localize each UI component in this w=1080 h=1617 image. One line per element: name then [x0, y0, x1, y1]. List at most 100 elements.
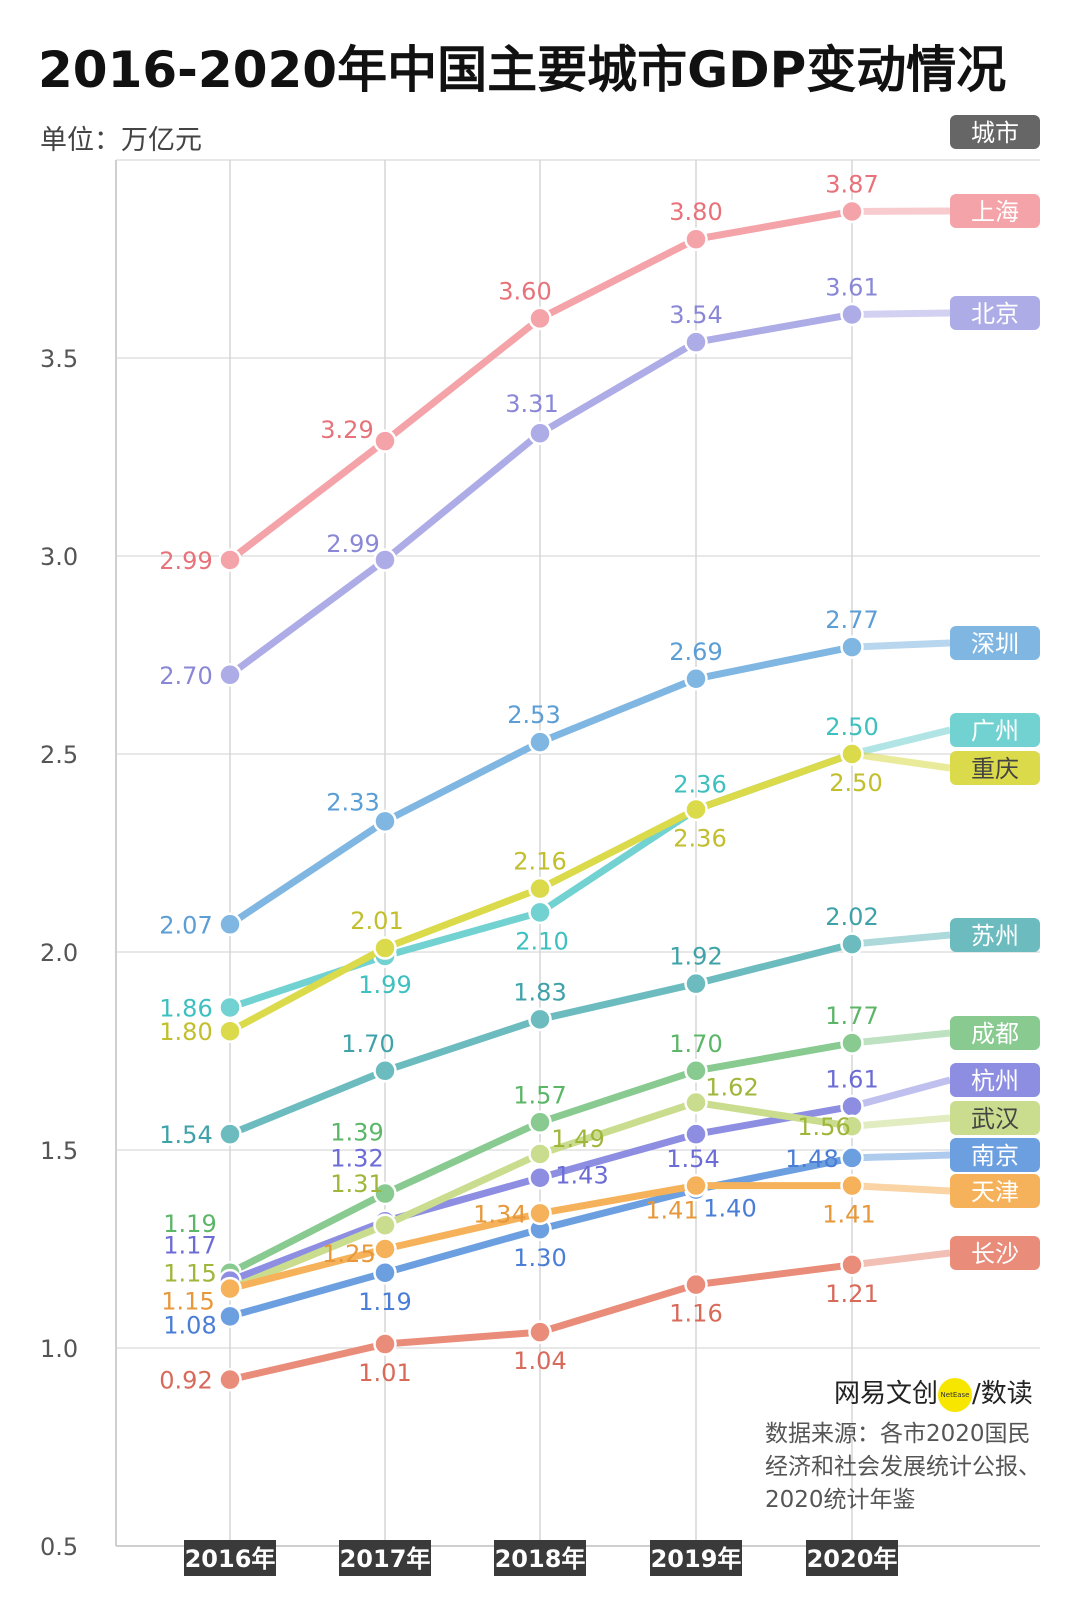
x-tick-box	[184, 1540, 276, 1576]
data-point	[840, 1114, 864, 1138]
x-tick-box	[339, 1540, 431, 1576]
data-label: 2.77	[825, 606, 878, 634]
data-point	[684, 227, 708, 251]
y-tick-label: 1.0	[40, 1335, 78, 1363]
series-北京: 2.70 2.99 3.31 3.54 3.61 北京	[159, 273, 1040, 690]
data-label: 1.19	[358, 1288, 411, 1316]
data-point	[373, 809, 397, 834]
y-tick-label: 3.5	[40, 345, 78, 373]
source-line: 2020统计年鉴	[765, 1487, 916, 1513]
legend-tag	[950, 1174, 1040, 1208]
legend-tag-label: 成都	[971, 1020, 1019, 1048]
legend-connector	[851, 1182, 951, 1195]
unit-label: 单位：万亿元	[40, 125, 202, 156]
y-tick-label: 2.0	[40, 939, 78, 967]
legend-tag	[950, 1101, 1040, 1135]
data-label: 1.17	[163, 1232, 216, 1260]
data-label: 2.50	[825, 713, 878, 741]
legend-tag-label: 长沙	[971, 1240, 1019, 1268]
data-label: 2.69	[669, 638, 722, 666]
data-label: 1.70	[669, 1030, 722, 1058]
data-label: 1.54	[159, 1121, 212, 1149]
series-长沙: 0.92 1.01 1.04 1.16 1.21 长沙	[159, 1236, 1040, 1395]
data-point	[528, 1320, 552, 1344]
x-tick-box	[494, 1540, 586, 1576]
data-label: 3.80	[669, 198, 722, 226]
x-tick-box	[806, 1540, 898, 1576]
data-label: 2.02	[825, 903, 878, 931]
data-point	[684, 1090, 708, 1115]
data-point	[218, 1367, 242, 1392]
legend-header: 城市	[971, 119, 1019, 147]
data-point	[218, 548, 242, 572]
legend-tag	[950, 194, 1040, 228]
legend-connector	[851, 309, 951, 318]
legend-connector	[851, 1151, 951, 1162]
data-label: 1.01	[358, 1359, 411, 1387]
data-point	[528, 730, 552, 754]
legend-tag-label: 天津	[971, 1178, 1019, 1206]
data-point	[684, 1059, 708, 1083]
legend-connector	[851, 1076, 951, 1110]
data-label: 3.54	[669, 301, 722, 329]
data-source: 数据来源：各市2020国民 经济和社会发展统计公报、 2020统计年鉴	[765, 1418, 1041, 1517]
data-label: 2.99	[159, 547, 212, 575]
data-label: 1.19	[163, 1210, 216, 1238]
data-point	[528, 1165, 552, 1190]
legend-tag	[950, 713, 1040, 747]
x-tick-label: 2019年	[651, 1545, 742, 1573]
data-label: 1.62	[705, 1073, 758, 1101]
legend-tag-label: 杭州	[971, 1067, 1019, 1095]
data-label: 2.50	[829, 769, 882, 797]
logo-sub: /数读	[972, 1379, 1033, 1409]
data-label: 1.43	[555, 1162, 608, 1190]
data-point	[684, 971, 708, 996]
legend-tag	[950, 751, 1040, 785]
data-label: 2.70	[159, 662, 212, 690]
source-line: 经济和社会发展统计公报、	[765, 1454, 1041, 1480]
legend-connector	[851, 1249, 951, 1269]
data-point	[840, 932, 864, 956]
data-point	[528, 1007, 552, 1032]
data-point	[218, 1019, 242, 1043]
netease-logo: 网易文创 NetEase/数读	[834, 1373, 1033, 1412]
data-label: 1.08	[163, 1311, 216, 1339]
data-label: 1.57	[513, 1081, 566, 1109]
series-成都: 1.19 1.39 1.57 1.70 1.77 成都	[163, 1002, 1040, 1285]
data-label: 2.36	[673, 770, 726, 798]
series-苏州: 1.54 1.70 1.83 1.92 2.02 苏州	[159, 903, 1040, 1149]
x-tick-label: 2016年	[185, 1545, 276, 1573]
legend-connector	[851, 1114, 951, 1130]
data-label: 1.15	[161, 1288, 214, 1316]
y-tick-label: 2.5	[40, 741, 78, 769]
data-label: 1.21	[825, 1280, 878, 1308]
data-point	[373, 1332, 397, 1356]
data-label: 1.40	[703, 1195, 756, 1223]
legend-tag	[950, 1063, 1040, 1097]
data-point	[684, 330, 708, 354]
data-label: 1.41	[822, 1201, 875, 1229]
data-point	[840, 1146, 864, 1170]
source-line: 数据来源：各市2020国民	[765, 1421, 1031, 1447]
data-point	[218, 1276, 242, 1301]
data-point	[218, 663, 242, 687]
data-label: 1.61	[825, 1065, 878, 1093]
data-point	[684, 1173, 708, 1198]
data-label: 3.31	[505, 390, 558, 418]
data-point	[528, 900, 552, 925]
logo-badge: NetEase	[938, 1377, 973, 1412]
data-point	[840, 742, 864, 766]
legend-tag-label: 重庆	[971, 755, 1019, 783]
data-label: 1.34	[473, 1200, 526, 1228]
logo-brand: 网易文创	[834, 1379, 939, 1409]
data-point	[528, 876, 552, 901]
data-point	[528, 1110, 552, 1135]
data-label: 2.01	[350, 907, 403, 935]
x-tick-label: 2018年	[495, 1545, 586, 1573]
data-point	[373, 1213, 397, 1237]
data-point	[373, 1261, 397, 1285]
data-point	[373, 429, 397, 453]
data-label: 2.33	[326, 788, 379, 816]
data-label: 1.32	[330, 1144, 383, 1172]
series-武汉: 1.15 1.31 1.49 1.62 1.56 武汉	[163, 1073, 1040, 1301]
